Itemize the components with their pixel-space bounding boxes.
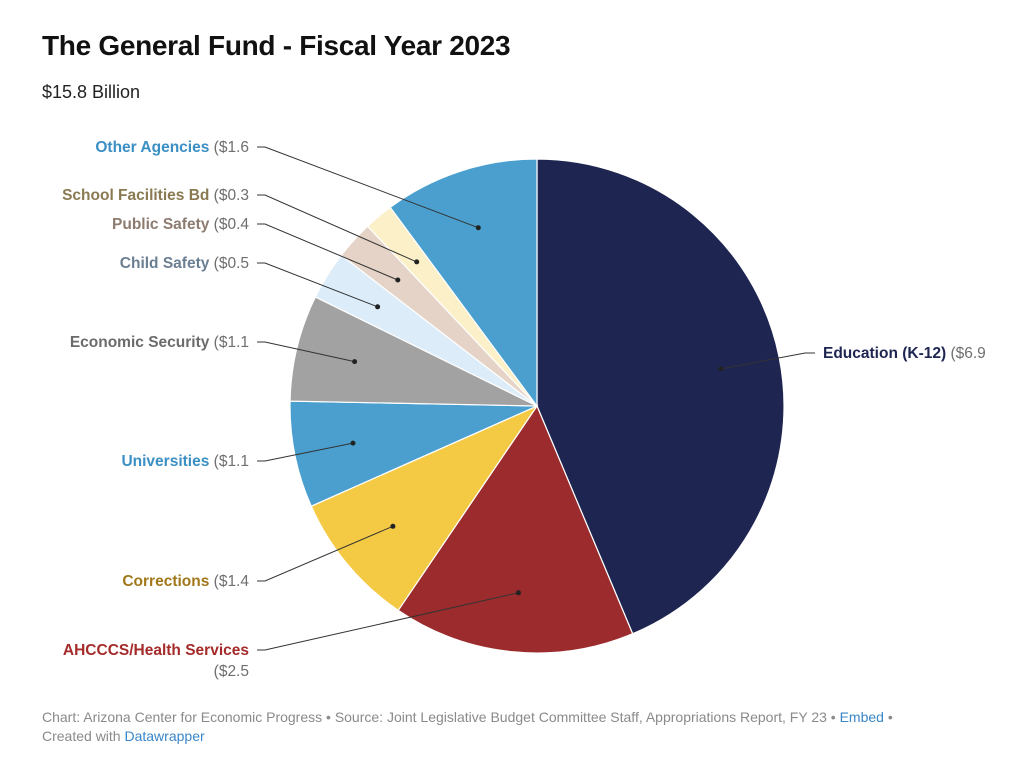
footer-chart-prefix: Chart: — [42, 709, 84, 725]
slice-label-name: Universities — [121, 453, 209, 470]
slice-label-name: Education (K-12) — [823, 345, 946, 362]
slice-label-value: ($6.9 — [946, 345, 986, 362]
leader-dot-other-agencies — [475, 225, 481, 231]
slice-label-public-safety: Public Safety ($0.4 — [112, 216, 249, 233]
datawrapper-link[interactable]: Datawrapper — [124, 728, 205, 744]
slice-label-universities: Universities ($1.1 — [121, 453, 249, 470]
pie-slice-ahcccs-health-services — [397, 404, 634, 654]
leader-dot-education-k-12 — [718, 366, 724, 372]
leader-dot-universities — [350, 440, 356, 446]
leader-line-corrections — [257, 525, 394, 582]
slice-label-education-k-12: Education (K-12) ($6.9 — [823, 345, 986, 362]
leader-lines — [257, 146, 815, 651]
slice-label-name: AHCCCS/Health Services — [63, 642, 249, 659]
pie-slice-education-k-12 — [536, 158, 785, 635]
slice-label-name: Child Safety — [120, 255, 210, 272]
slice-label-value: ($0.4 — [209, 216, 249, 233]
slice-label-ahcccs-health-services: AHCCCS/Health Services — [63, 642, 249, 659]
slice-label-value: ($1.1 — [209, 453, 249, 470]
pie-slice-other-agencies — [389, 158, 538, 408]
leader-dot-child-safety — [375, 304, 381, 310]
footer-chart-credit: Arizona Center for Economic Progress — [83, 709, 323, 725]
leader-line-education-k-12 — [720, 352, 815, 370]
leader-line-public-safety — [257, 223, 398, 281]
leader-line-ahcccs-health-services — [257, 592, 519, 651]
leader-line-economic-security — [257, 341, 355, 363]
leader-dot-corrections — [390, 523, 396, 529]
leader-dot-school-facilities-bd — [414, 259, 420, 265]
slice-label-value: ($1.6 — [209, 139, 249, 156]
slice-label-value: ($0.3 — [209, 187, 249, 204]
slice-label-value-ahcccs-health-services: ($2.5 — [214, 663, 249, 680]
footer-source: Joint Legislative Budget Committee Staff… — [386, 709, 827, 725]
slice-label-value: ($1.4 — [209, 573, 249, 590]
chart-footer: Chart: Arizona Center for Economic Progr… — [42, 708, 1002, 746]
footer-created-with: Created with — [42, 728, 125, 744]
leader-line-other-agencies — [257, 146, 479, 229]
pie-slice-corrections — [310, 404, 539, 612]
leader-line-child-safety — [257, 262, 378, 308]
leader-dot-ahcccs-health-services — [515, 590, 521, 596]
footer-separator: • — [883, 709, 893, 725]
embed-link[interactable]: Embed — [839, 709, 884, 725]
pie-chart: Education (K-12) ($6.9 AHCCCS/Health Serv… — [62, 139, 986, 680]
slice-label-value: ($0.5 — [209, 255, 249, 272]
slice-label-other-agencies: Other Agencies ($1.6 — [95, 139, 249, 156]
slice-label-value: ($1.1 — [209, 334, 249, 351]
chart-title: The General Fund - Fiscal Year 2023 — [42, 30, 511, 61]
slice-label-school-facilities-bd: School Facilities Bd ($0.3 — [62, 187, 249, 204]
footer-source-prefix: Source: — [334, 709, 387, 725]
slice-label-name: School Facilities Bd — [62, 187, 209, 204]
slice-label-name: Economic Security — [70, 334, 210, 351]
slice-label-economic-security: Economic Security ($1.1 — [70, 334, 249, 351]
leader-dot-economic-security — [352, 359, 358, 365]
pie-slices — [289, 158, 785, 654]
footer-separator: • — [322, 709, 335, 725]
slice-label-child-safety: Child Safety ($0.5 — [120, 255, 249, 272]
slice-labels: Education (K-12) ($6.9 AHCCCS/Health Serv… — [62, 139, 986, 680]
pie-slice-economic-security — [289, 296, 538, 407]
slice-label-name: Other Agencies — [95, 139, 209, 156]
footer-separator: • — [826, 709, 840, 725]
leader-line-school-facilities-bd — [257, 194, 417, 263]
slice-label-name: Public Safety — [112, 216, 210, 233]
chart-subtitle: $15.8 Billion — [42, 82, 141, 102]
slice-label-name: Corrections — [122, 573, 209, 590]
leader-dot-public-safety — [395, 277, 401, 283]
leader-line-universities — [257, 442, 354, 462]
slice-label-corrections: Corrections ($1.4 — [122, 573, 249, 590]
